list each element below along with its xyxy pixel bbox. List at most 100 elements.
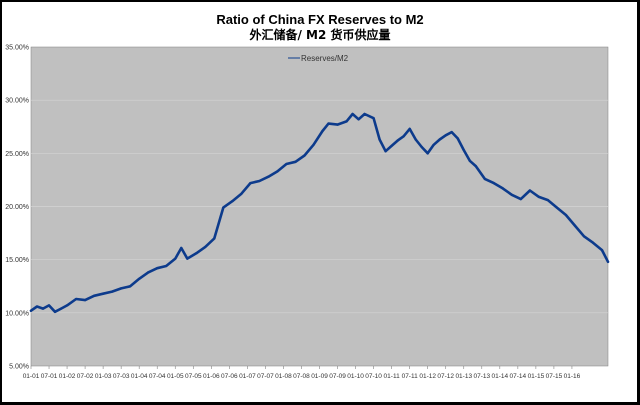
data-point [47, 304, 51, 307]
data-point [102, 292, 105, 295]
data-point [591, 241, 595, 244]
data-point [519, 198, 522, 201]
legend-label: Reserves/M2 [301, 54, 349, 63]
data-point [390, 144, 393, 147]
x-tick-label: 01-01 [23, 373, 40, 380]
chart: Ratio of China FX Reserves to M2 外汇储备/ M… [5, 12, 610, 380]
data-point [321, 129, 324, 133]
data-point [327, 122, 330, 125]
x-tick-label: 01-04 [131, 373, 148, 380]
data-point [384, 150, 387, 153]
data-point [294, 160, 297, 163]
data-point [573, 224, 577, 227]
x-tick-label: 07-14 [510, 373, 527, 380]
data-point [156, 267, 159, 270]
x-tick-label: 07-04 [149, 373, 166, 380]
data-point [129, 285, 132, 288]
y-tick-label: 25.00% [5, 151, 29, 158]
data-point [29, 309, 33, 312]
data-point [345, 120, 348, 123]
y-tick-label: 5.00% [9, 364, 29, 371]
data-point [396, 139, 399, 142]
data-point [372, 117, 375, 120]
data-point [432, 143, 435, 146]
legend: Reserves/M2 [288, 54, 349, 63]
data-point [336, 123, 339, 126]
x-tick-label: 07-10 [365, 373, 382, 380]
x-tick-label: 07-11 [402, 373, 419, 380]
data-point [501, 187, 504, 190]
data-point [564, 213, 568, 217]
data-point [53, 310, 57, 313]
data-point [426, 152, 429, 155]
data-point [450, 131, 453, 134]
x-tick-label: 01-05 [167, 373, 184, 380]
x-tick-label: 01-12 [419, 373, 436, 380]
data-point [222, 206, 225, 209]
data-point [276, 170, 279, 173]
x-tick-label: 01-09 [311, 373, 328, 380]
data-point [60, 307, 63, 310]
data-point [75, 297, 78, 301]
x-tick-label: 07-06 [221, 373, 238, 380]
y-tick-label: 20.00% [5, 204, 29, 211]
data-point [249, 182, 252, 185]
x-tick-label: 01-07 [239, 373, 256, 380]
data-point [303, 154, 306, 157]
chart-subtitle: 外汇储备/ M2 货币供应量 [249, 27, 390, 42]
x-tick-label: 07-15 [546, 373, 563, 380]
data-point [120, 287, 123, 290]
x-tick-label: 07-08 [293, 373, 310, 380]
x-tick-label: 07-02 [77, 373, 94, 380]
data-point [555, 206, 559, 209]
data-point [402, 135, 405, 138]
data-point [546, 199, 550, 202]
data-point [510, 193, 513, 196]
gridlines [31, 99, 608, 314]
data-point [195, 252, 198, 255]
data-point [267, 175, 270, 178]
data-point [378, 138, 381, 141]
x-tick-label: 07-07 [257, 373, 274, 380]
x-axis: 01-01 07-01 01-02 07-02 01-03 07-03 01-04 07-04… [23, 366, 581, 380]
x-tick-label: 01-15 [528, 373, 545, 380]
data-point [231, 200, 234, 203]
data-point [462, 149, 465, 152]
data-point [456, 137, 459, 140]
x-tick-label: 01-13 [455, 373, 472, 380]
data-point [204, 245, 207, 248]
data-point [93, 294, 96, 297]
data-point [474, 165, 477, 168]
x-tick-label: 07-12 [437, 373, 454, 380]
chart-frame: Ratio of China FX Reserves to M2 外汇储备/ M… [2, 2, 637, 402]
x-tick-label: 07-01 [41, 373, 58, 380]
data-points [29, 112, 610, 313]
data-point [147, 271, 150, 274]
data-point [363, 112, 366, 116]
data-point [351, 112, 354, 116]
y-tick-label: 30.00% [5, 98, 29, 105]
data-point [528, 189, 532, 192]
x-tick-label: 01-16 [564, 373, 581, 380]
y-tick-label: 10.00% [5, 310, 29, 317]
x-tick-label: 01-02 [59, 373, 76, 380]
data-point [41, 307, 45, 310]
x-tick-label: 07-13 [473, 373, 490, 380]
data-point [420, 145, 423, 149]
data-point [165, 264, 168, 268]
data-point [357, 118, 360, 121]
data-point [438, 138, 441, 141]
data-point [414, 138, 417, 141]
x-tick-label: 07-09 [329, 373, 346, 380]
data-point [186, 257, 189, 260]
data-point [408, 127, 411, 130]
data-point [492, 182, 495, 185]
x-tick-label: 07-05 [185, 373, 202, 380]
x-tick-label: 01-14 [492, 373, 509, 380]
data-point [444, 134, 447, 137]
data-point [240, 192, 243, 195]
data-point [468, 159, 471, 162]
y-tick-label: 35.00% [5, 45, 29, 52]
y-tick-label: 15.00% [5, 257, 29, 264]
x-tick-label: 01-11 [384, 373, 401, 380]
